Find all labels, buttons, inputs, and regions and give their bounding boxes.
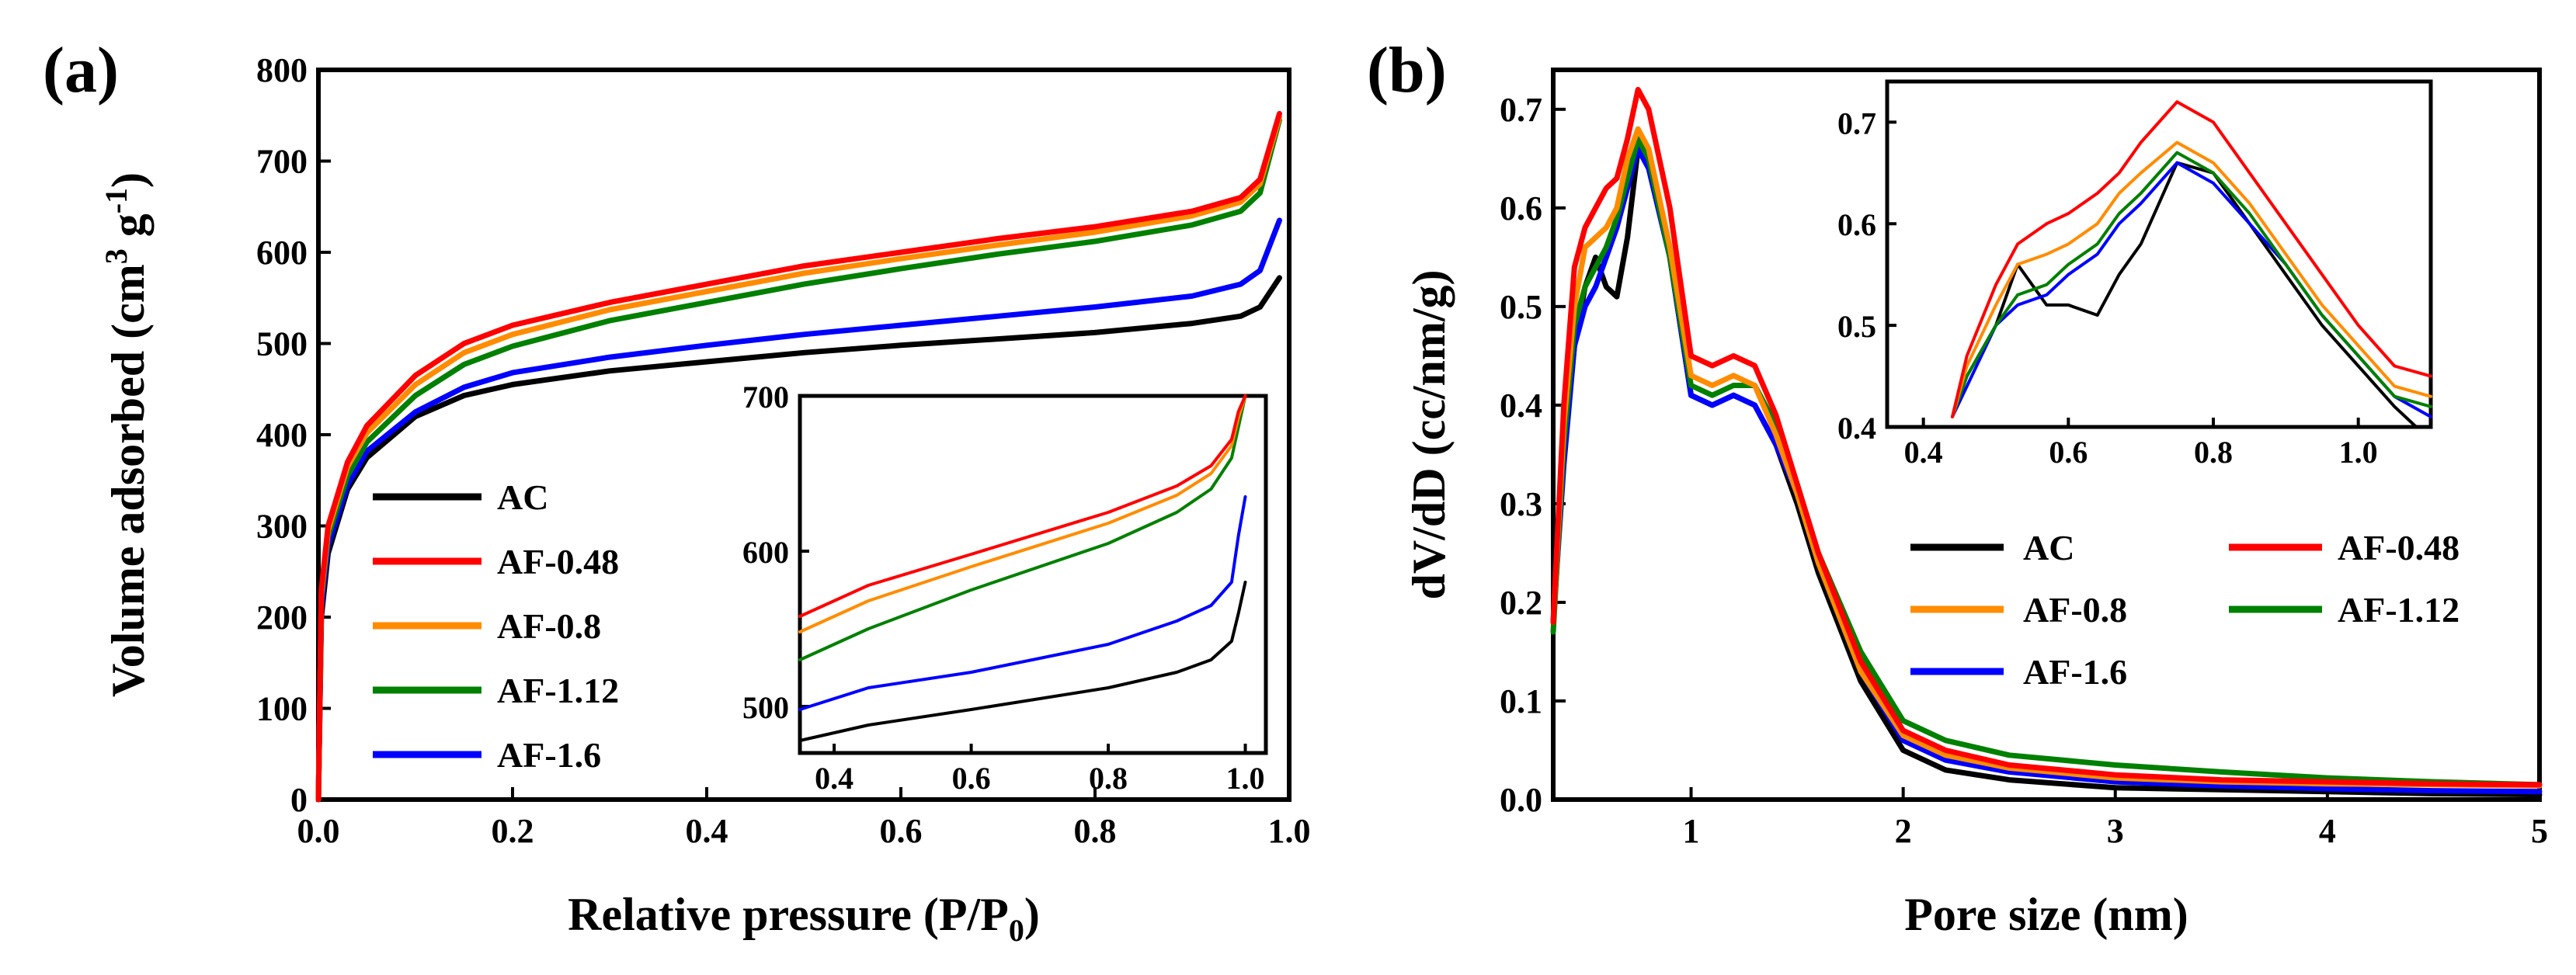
b-inset-ytick-label: 0.5 [1837, 309, 1876, 344]
legend-a-label-af08: AF-0.8 [497, 606, 601, 646]
panel-a: (a) 0.0 0.2 0.4 0.6 0.8 1.0 0 100 200 300 400 500 60… [43, 34, 1311, 948]
b-inset-series-af-08 [1951, 141, 2432, 418]
plot-a-y-title-main: Volume adsorbed (cm [103, 264, 154, 697]
b-inset-ytick-label: 0.7 [1837, 106, 1876, 141]
b-main-series-af-048 [1550, 86, 2543, 788]
legend-a: AC AF-0.48 AF-0.8 AF-1.12 AF-1.6 [373, 477, 619, 775]
a-inset-series-af-112 [798, 394, 1247, 661]
a-inset-xtick-label: 0.8 [1089, 761, 1128, 796]
panel-a-label: (a) [43, 34, 119, 106]
plot-a-y-title-end: ) [103, 172, 154, 188]
inset-b-frame [1885, 79, 2433, 429]
panel-b: (b) 1 2 3 4 5 0.0 0.1 0.2 0.3 0.4 0.5 0.6 0.7 AC AF-… [1367, 34, 2548, 940]
legend-b-label-ac: AC [2023, 528, 2074, 567]
plot-a-x-title-main: Relative pressure (P/P [568, 889, 1009, 940]
plot-a-y-title-sup1: 3 [99, 248, 134, 264]
b-main-series-af-112 [1550, 136, 2543, 788]
plot-b-ticks: 1 2 3 4 5 0.0 0.1 0.2 0.3 0.4 0.5 0.6 0.7 [1500, 91, 2548, 850]
a-main-xtick-label: 0.4 [686, 812, 728, 850]
b-main-xtick-label: 2 [1895, 812, 1912, 850]
a-main-ytick-label: 700 [256, 143, 308, 181]
a-inset-series-af-16 [798, 495, 1247, 711]
a-main-ytick-label: 100 [256, 690, 308, 728]
legend-a-label-af112: AF-1.12 [497, 671, 619, 710]
b-main-ytick-label: 0.0 [1500, 781, 1542, 819]
b-main-xtick-label: 4 [2319, 812, 2336, 850]
b-main-xtick-label: 1 [1683, 812, 1700, 850]
plot-b-series [1550, 86, 2543, 798]
b-inset-xtick-label: 0.8 [2194, 435, 2233, 470]
plot-a-series [315, 110, 1282, 803]
b-main-ytick-label: 0.4 [1500, 387, 1542, 425]
b-main-ytick-label: 0.3 [1500, 485, 1542, 523]
b-main-ytick-label: 0.2 [1500, 584, 1542, 622]
a-main-xtick-label: 0.2 [492, 812, 534, 850]
plot-a-y-axis-title: Volume adsorbed (cm3 g-1) [99, 172, 154, 697]
b-inset-series-ac [1951, 161, 2418, 429]
plot-b-x-axis-title: Pore size (nm) [1904, 889, 2188, 940]
b-main-ytick-label: 0.1 [1500, 682, 1542, 720]
plot-a-x-title-end: ) [1024, 889, 1040, 940]
b-main-series-af-16 [1550, 146, 2543, 795]
b-main-xtick-label: 5 [2531, 812, 2548, 850]
legend-b-label-af112: AF-1.12 [2338, 590, 2460, 630]
legend-a-label-af16: AF-1.6 [497, 735, 601, 775]
a-inset-xtick-label: 0.4 [815, 761, 853, 796]
plot-b-y-axis-title: dV/dD (cc/nm/g) [1403, 270, 1455, 600]
b-inset-series-af-048 [1951, 100, 2432, 418]
a-main-ytick-label: 600 [256, 234, 308, 272]
legend-b-label-af08: AF-0.8 [2023, 590, 2127, 630]
b-main-ytick-label: 0.5 [1500, 288, 1542, 326]
plot-a-x-axis-title: Relative pressure (P/P0) [568, 889, 1040, 948]
a-main-ytick-label: 800 [256, 51, 308, 89]
a-main-ytick-label: 200 [256, 599, 308, 637]
a-main-series-af-16 [315, 217, 1282, 803]
legend-b-label-af16: AF-1.6 [2023, 652, 2127, 692]
b-inset-xtick-label: 0.6 [2049, 435, 2088, 470]
b-inset-ytick-label: 0.6 [1837, 207, 1876, 242]
plot-a-x-title-sub: 0 [1009, 913, 1024, 948]
plot-a-y-title-sup2: -1 [99, 188, 134, 213]
a-inset-series-af-048 [798, 394, 1247, 618]
b-inset-series-af-112 [1951, 151, 2432, 418]
a-main-xtick-label: 0.6 [880, 812, 923, 850]
a-inset-ytick-label: 600 [742, 535, 789, 570]
a-main-ytick-label: 300 [256, 508, 308, 546]
plot-b-frame [1551, 68, 2542, 802]
inset-a-frame [798, 394, 1268, 755]
inset-b-series [1951, 100, 2432, 429]
b-inset-ytick-label: 0.4 [1837, 411, 1876, 446]
b-inset-xtick-label: 0.4 [1904, 435, 1943, 470]
b-main-series-af-08 [1550, 126, 2543, 789]
b-inset-xtick-label: 1.0 [2339, 435, 2378, 470]
a-main-series-af-048 [315, 110, 1282, 803]
a-inset-xtick-label: 1.0 [1226, 761, 1265, 796]
legend-a-label-af048: AF-0.48 [497, 542, 619, 581]
a-main-xtick-label: 0.8 [1074, 812, 1117, 850]
inset-a-ticks: 0.4 0.6 0.8 1.0 500 600 700 [742, 380, 1265, 796]
a-main-ytick-label: 0 [290, 781, 308, 819]
b-main-ytick-label: 0.6 [1500, 189, 1542, 227]
plot-a-y-title-mid: g [103, 213, 154, 248]
a-main-ytick-label: 500 [256, 325, 308, 363]
legend-b: AC AF-0.48 AF-0.8 AF-1.12 AF-1.6 [1910, 528, 2460, 692]
legend-a-label-ac: AC [497, 477, 548, 517]
a-main-ytick-label: 400 [256, 416, 308, 454]
a-inset-xtick-label: 0.6 [952, 761, 991, 796]
plot-a-ticks: 0.0 0.2 0.4 0.6 0.8 1.0 0 100 200 300 400 500 600 700… [256, 51, 1311, 850]
a-inset-series-ac [798, 581, 1247, 742]
a-inset-ytick-label: 700 [742, 380, 789, 415]
a-inset-ytick-label: 500 [742, 690, 789, 725]
a-main-xtick-label: 0.0 [297, 812, 340, 850]
legend-b-label-af048: AF-0.48 [2338, 528, 2460, 567]
b-main-ytick-label: 0.7 [1500, 91, 1542, 129]
b-main-xtick-label: 3 [2107, 812, 2124, 850]
inset-a-series [798, 394, 1247, 742]
a-main-xtick-label: 1.0 [1268, 812, 1311, 850]
inset-b-ticks: 0.4 0.6 0.8 1.0 0.4 0.5 0.6 0.7 [1837, 106, 2378, 470]
panel-b-label: (b) [1367, 34, 1447, 106]
